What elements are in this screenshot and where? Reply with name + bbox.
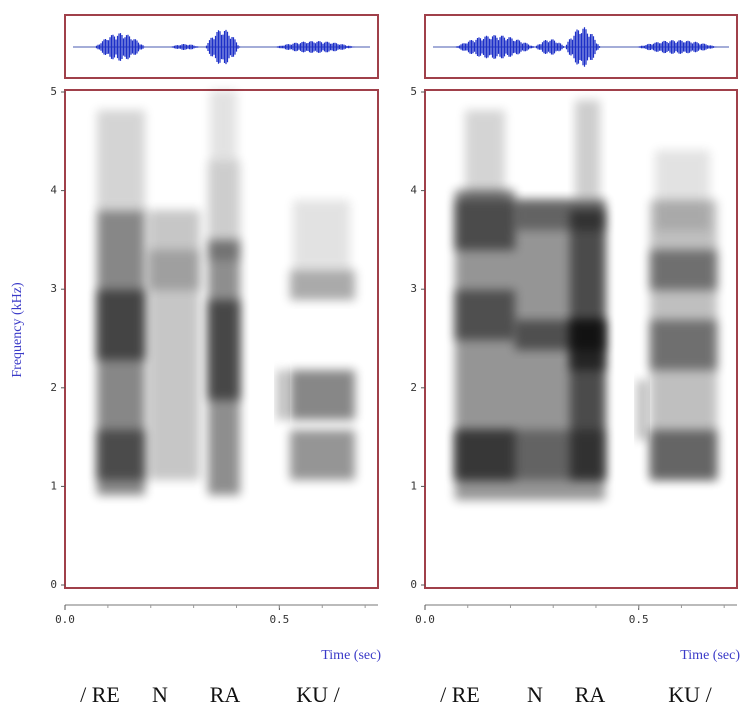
spectral-band: [290, 430, 355, 480]
phoneme-label: KU /: [668, 682, 712, 707]
spectral-band: [208, 160, 240, 260]
waveform: [170, 44, 200, 50]
y-tick-label: 2: [410, 381, 417, 394]
phoneme-label: / RE: [440, 682, 480, 707]
phoneme-label: RA: [575, 682, 606, 707]
x-axis-label: Time (sec): [680, 648, 740, 663]
waveform: [275, 41, 356, 53]
y-tick-label: 3: [410, 282, 417, 295]
spectral-band: [210, 90, 237, 160]
x-axis-label: Time (sec): [321, 648, 381, 663]
y-tick-label: 0: [410, 578, 417, 591]
spectral-band: [655, 150, 710, 230]
waveform: [455, 35, 536, 59]
spectral-band: [290, 270, 355, 300]
waveform: [535, 39, 565, 55]
phoneme-label: N: [527, 682, 543, 707]
phoneme-label: / RE: [80, 682, 120, 707]
waveform: [637, 40, 718, 54]
x-tick-label: 0.0: [415, 613, 435, 626]
waveform: [95, 33, 146, 61]
x-tick-label: 0.5: [629, 613, 649, 626]
y-tick-label: 4: [410, 184, 417, 197]
phoneme-label: KU /: [296, 682, 340, 707]
spectral-band: [97, 110, 145, 210]
spectral-band: [293, 200, 350, 270]
spectral-band: [97, 290, 145, 360]
x-tick-label: 0.0: [55, 613, 75, 626]
waveform: [565, 27, 601, 67]
spectral-band: [455, 290, 515, 340]
y-tick-label: 3: [50, 282, 57, 295]
spectral-band: [570, 320, 605, 370]
x-tick-label: 0.5: [269, 613, 289, 626]
y-tick-label: 1: [50, 479, 57, 492]
spectrogram: [454, 60, 717, 500]
waveform: [205, 29, 241, 65]
y-axis-label: Frequency (kHz): [10, 282, 25, 378]
spectral-band: [290, 370, 355, 420]
y-tick-label: 5: [50, 85, 57, 98]
spectral-band: [97, 430, 145, 480]
y-tick-label: 5: [410, 85, 417, 98]
y-tick-label: 1: [410, 479, 417, 492]
phoneme-label: RA: [210, 682, 241, 707]
spectral-band: [148, 250, 200, 290]
spectral-band: [465, 110, 505, 200]
spectrogram: [96, 90, 355, 495]
phoneme-label: N: [152, 682, 168, 707]
y-tick-label: 0: [50, 578, 57, 591]
spectral-band: [208, 300, 240, 400]
y-tick-label: 2: [50, 381, 57, 394]
y-tick-label: 4: [50, 184, 57, 197]
